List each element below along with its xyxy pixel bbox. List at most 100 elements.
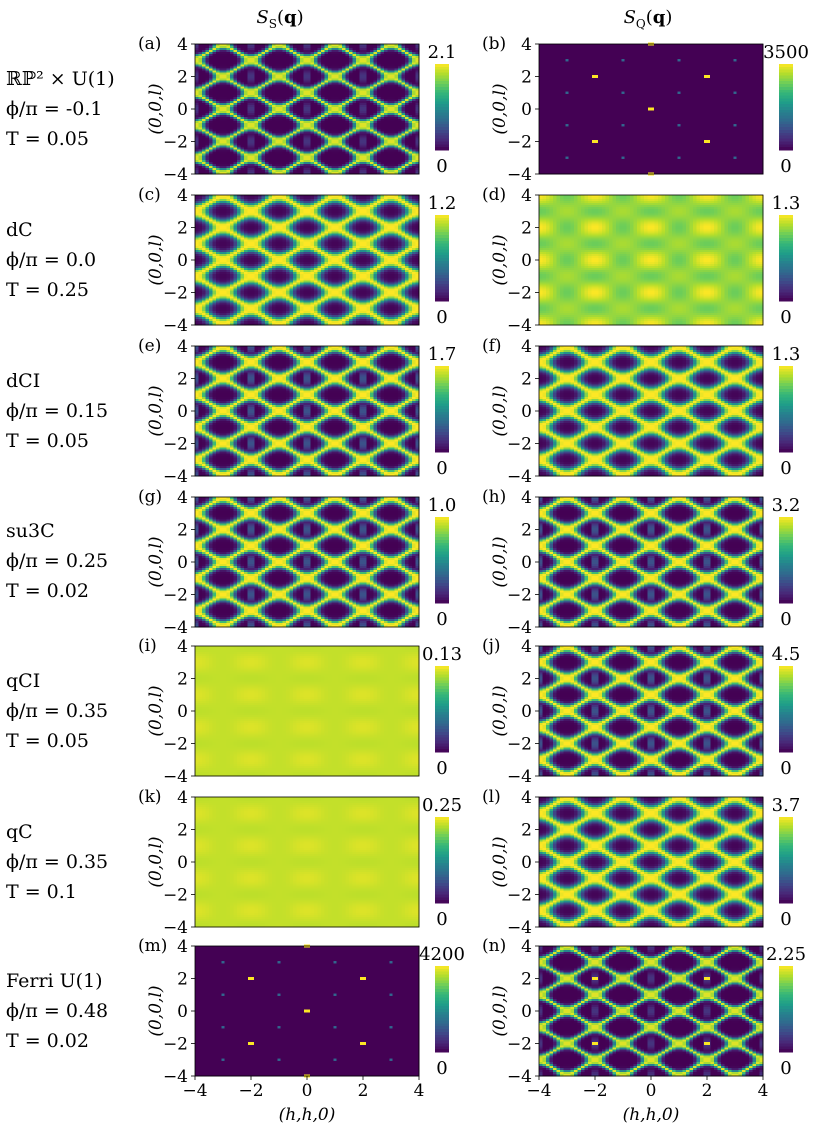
colorbar-max-label: 3500 bbox=[763, 42, 809, 63]
panel-c: 420−2−4(0,0,l)(c) 1.20 bbox=[138, 185, 456, 336]
panel-l: 420−2−4(0,0,l)(l) 3.70 bbox=[482, 787, 800, 938]
heatmap-image bbox=[539, 497, 763, 627]
bragg-peak bbox=[248, 977, 254, 980]
y-tick-label: 0 bbox=[177, 1002, 188, 1022]
colorbar-max-label: 4.5 bbox=[772, 644, 801, 665]
y-tick-label: −4 bbox=[507, 467, 532, 487]
panel-g: 420−2−4(0,0,l)(g) 1.00 bbox=[138, 487, 456, 638]
y-tick-label: −2 bbox=[163, 586, 188, 606]
bragg-peak bbox=[304, 1010, 310, 1013]
colorbar-min-label: 0 bbox=[436, 758, 447, 779]
row-label: ℝℙ² × U(1)ϕ/π = -0.1T = 0.05 bbox=[6, 68, 115, 150]
colorbar bbox=[779, 966, 793, 1052]
colorbar-max-label: 0.13 bbox=[422, 644, 462, 665]
row-label-line: T = 0.05 bbox=[6, 730, 89, 752]
panel-label: (c) bbox=[138, 185, 161, 205]
y-tick-label: 0 bbox=[177, 402, 188, 422]
heatmap-image bbox=[539, 195, 763, 325]
y-tick-label: −2 bbox=[163, 1035, 188, 1055]
x-tick-label: −4 bbox=[182, 1081, 207, 1101]
y-tick-label: 0 bbox=[521, 853, 532, 873]
y-tick-label: 4 bbox=[177, 937, 188, 957]
y-tick-label: 0 bbox=[177, 251, 188, 271]
y-tick-label: −2 bbox=[163, 886, 188, 906]
heatmap-image bbox=[195, 44, 419, 174]
y-tick-label: 2 bbox=[177, 521, 188, 541]
panel-label: (l) bbox=[482, 787, 501, 807]
weak-peak bbox=[678, 157, 681, 159]
weak-peak bbox=[334, 994, 337, 996]
y-tick-label: 2 bbox=[521, 370, 532, 390]
y-tick-label: 2 bbox=[177, 219, 188, 239]
y-axis-label: (0,0,l) bbox=[146, 234, 166, 285]
y-axis-label: (0,0,l) bbox=[490, 83, 510, 134]
colorbar-min-label: 0 bbox=[436, 156, 447, 177]
row-label: dCϕ/π = 0.0T = 0.25 bbox=[6, 219, 96, 301]
y-axis-label: (0,0,l) bbox=[146, 536, 166, 587]
weak-peak bbox=[390, 1059, 393, 1061]
row-label-line: T = 0.05 bbox=[6, 128, 89, 150]
heatmap-image bbox=[539, 797, 763, 927]
y-tick-label: −2 bbox=[507, 886, 532, 906]
panel-label: (f) bbox=[482, 336, 502, 356]
y-tick-label: −2 bbox=[163, 133, 188, 153]
y-tick-label: 2 bbox=[177, 370, 188, 390]
y-axis-label: (0,0,l) bbox=[490, 836, 510, 887]
colorbar-max-label: 1.3 bbox=[772, 193, 801, 214]
weak-peak bbox=[734, 92, 737, 94]
panel-label: (d) bbox=[482, 185, 506, 205]
weak-peak bbox=[390, 994, 393, 996]
row-label-line: T = 0.05 bbox=[6, 430, 89, 452]
y-tick-label: 0 bbox=[521, 402, 532, 422]
y-tick-label: 4 bbox=[177, 488, 188, 508]
y-tick-label: 0 bbox=[521, 553, 532, 573]
weak-peak bbox=[222, 994, 225, 996]
colorbar-max-label: 1.0 bbox=[428, 495, 457, 516]
y-tick-label: 2 bbox=[521, 970, 532, 990]
y-tick-label: 2 bbox=[521, 670, 532, 690]
row-label-line: ϕ/π = 0.35 bbox=[6, 700, 108, 722]
x-tick-label: 4 bbox=[414, 1081, 425, 1101]
y-tick-label: 0 bbox=[177, 553, 188, 573]
colorbar-max-label: 3.7 bbox=[772, 795, 801, 816]
y-tick-label: −4 bbox=[507, 767, 532, 787]
weak-peak bbox=[278, 1059, 281, 1061]
row-label-line: Ferri U(1) bbox=[6, 970, 103, 992]
y-tick-label: 4 bbox=[521, 937, 532, 957]
x-axis-label: (h,h,0) bbox=[623, 1105, 680, 1125]
heatmap-image bbox=[195, 797, 419, 927]
row-label-line: qC bbox=[6, 821, 33, 843]
y-tick-label: 0 bbox=[177, 702, 188, 722]
row-label: qCϕ/π = 0.35T = 0.1 bbox=[6, 821, 108, 903]
row-label-line: T = 0.02 bbox=[6, 1030, 89, 1052]
weak-peak bbox=[222, 1059, 225, 1061]
panel-label: (i) bbox=[138, 636, 157, 656]
y-tick-label: 2 bbox=[521, 521, 532, 541]
colorbar bbox=[435, 817, 449, 903]
y-tick-label: 4 bbox=[521, 788, 532, 808]
y-tick-label: −4 bbox=[163, 316, 188, 336]
y-tick-label: 0 bbox=[521, 702, 532, 722]
weak-peak bbox=[278, 994, 281, 996]
y-tick-label: 2 bbox=[177, 68, 188, 88]
y-tick-label: −4 bbox=[163, 165, 188, 185]
x-tick-label: 2 bbox=[702, 1081, 713, 1101]
row-label-line: ϕ/π = 0.35 bbox=[6, 851, 108, 873]
panel-n: 420−2−4−4 −2 0 2 4(h,h,0)(0,0,l)(n) 2.250 bbox=[482, 936, 806, 1125]
colorbar-min-label: 0 bbox=[436, 609, 447, 630]
y-tick-label: 4 bbox=[521, 186, 532, 206]
weak-peak bbox=[622, 59, 625, 61]
y-axis-label: (0,0,l) bbox=[146, 83, 166, 134]
y-tick-label: 4 bbox=[177, 35, 188, 55]
y-tick-label: 0 bbox=[521, 1002, 532, 1022]
weak-peak bbox=[678, 124, 681, 126]
y-tick-label: 2 bbox=[177, 970, 188, 990]
bragg-peak bbox=[592, 977, 598, 980]
weak-peak bbox=[334, 1059, 337, 1061]
y-axis-label: (0,0,l) bbox=[490, 536, 510, 587]
y-tick-label: 4 bbox=[177, 637, 188, 657]
y-tick-label: −2 bbox=[163, 284, 188, 304]
bragg-peak bbox=[704, 75, 710, 78]
x-tick-label: 0 bbox=[646, 1081, 657, 1101]
